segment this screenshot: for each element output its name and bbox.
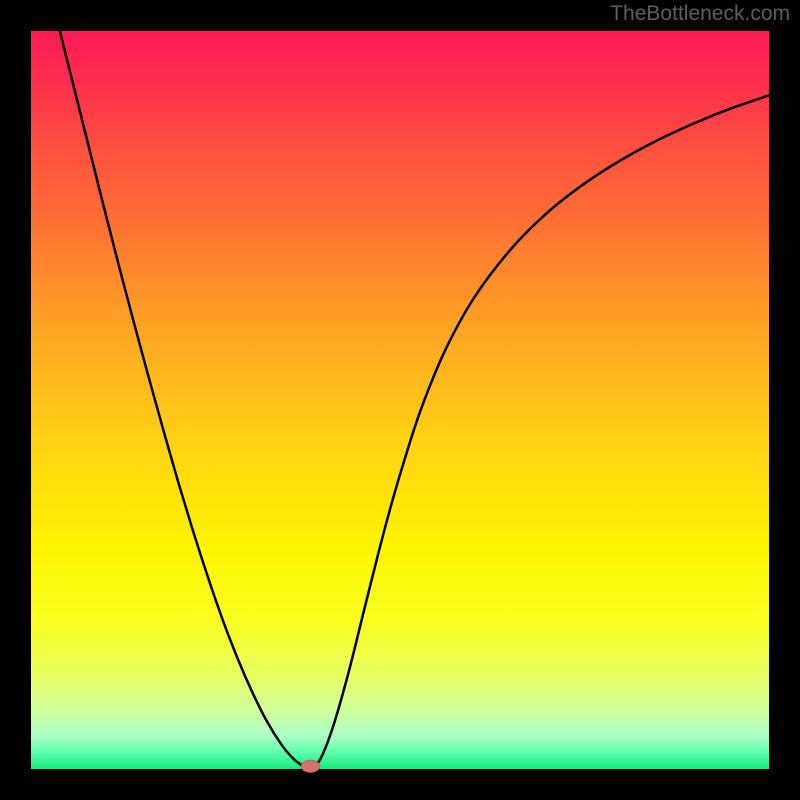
optimum-marker [301,760,320,773]
chart-page: TheBottleneck.com [0,0,800,800]
plot-background [30,30,770,770]
watermark-text: TheBottleneck.com [610,2,790,26]
bottleneck-chart [0,0,800,800]
